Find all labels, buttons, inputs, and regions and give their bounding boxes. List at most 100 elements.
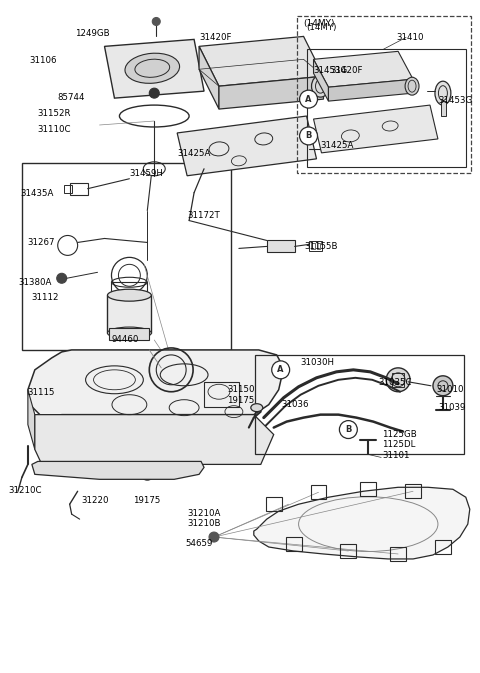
Text: 31112: 31112 xyxy=(32,293,60,302)
Ellipse shape xyxy=(125,53,180,83)
Text: (14MY): (14MY) xyxy=(303,20,335,28)
Text: 31435A: 31435A xyxy=(20,188,53,198)
Bar xyxy=(266,497,282,511)
Polygon shape xyxy=(313,51,413,87)
Polygon shape xyxy=(313,105,438,153)
Text: 31110C: 31110C xyxy=(38,125,72,134)
Bar xyxy=(390,547,406,561)
Text: 85744: 85744 xyxy=(58,93,85,102)
Text: 31425A: 31425A xyxy=(177,149,211,158)
Text: 31267: 31267 xyxy=(28,238,55,248)
Polygon shape xyxy=(28,390,35,450)
Bar xyxy=(435,540,451,554)
Bar xyxy=(286,537,301,551)
Text: 31115: 31115 xyxy=(28,388,55,397)
Bar xyxy=(311,244,314,250)
Ellipse shape xyxy=(312,75,329,97)
Text: 31210C: 31210C xyxy=(8,487,41,495)
Circle shape xyxy=(209,532,219,542)
Circle shape xyxy=(300,127,317,145)
Text: 31152R: 31152R xyxy=(38,109,72,118)
Text: 1125DL: 1125DL xyxy=(382,439,416,448)
Bar xyxy=(109,328,149,340)
Circle shape xyxy=(433,376,453,396)
Bar xyxy=(255,355,464,454)
Text: 31420F: 31420F xyxy=(199,34,231,42)
Text: 31380A: 31380A xyxy=(18,278,51,287)
Ellipse shape xyxy=(405,77,419,95)
Text: 31150: 31150 xyxy=(227,385,254,394)
Text: 31155B: 31155B xyxy=(305,242,338,252)
Ellipse shape xyxy=(435,81,451,105)
Text: 31030H: 31030H xyxy=(300,358,335,367)
Text: B: B xyxy=(305,131,312,141)
Ellipse shape xyxy=(251,404,263,412)
Bar xyxy=(340,544,356,558)
Text: A: A xyxy=(305,95,312,104)
Bar xyxy=(405,485,421,498)
Circle shape xyxy=(141,468,153,481)
Bar xyxy=(108,295,151,333)
Text: 19175: 19175 xyxy=(133,496,161,505)
Circle shape xyxy=(300,90,317,108)
Text: 31210B: 31210B xyxy=(187,519,221,528)
Text: 31106: 31106 xyxy=(30,57,57,65)
Text: 94460: 94460 xyxy=(111,335,139,344)
Text: (14MY): (14MY) xyxy=(307,24,337,32)
Circle shape xyxy=(149,88,159,98)
Bar xyxy=(22,163,231,350)
Text: 31101: 31101 xyxy=(382,452,410,460)
Text: 31039: 31039 xyxy=(438,402,465,412)
Text: 31172T: 31172T xyxy=(187,211,220,219)
Text: 31410: 31410 xyxy=(396,34,424,42)
Polygon shape xyxy=(199,46,219,109)
Bar xyxy=(316,244,321,250)
Polygon shape xyxy=(105,40,204,98)
Ellipse shape xyxy=(108,289,151,301)
Text: 31459H: 31459H xyxy=(130,169,163,178)
Ellipse shape xyxy=(108,327,151,339)
Text: 31036: 31036 xyxy=(282,400,309,409)
Text: 54659: 54659 xyxy=(185,539,213,548)
Text: 31035C: 31035C xyxy=(378,378,412,387)
Text: 31210A: 31210A xyxy=(187,509,220,518)
Text: 31220: 31220 xyxy=(82,496,109,505)
Bar xyxy=(307,49,466,167)
Bar xyxy=(70,183,87,194)
Text: 1125GB: 1125GB xyxy=(382,429,417,439)
Bar xyxy=(111,282,147,302)
Circle shape xyxy=(57,273,67,283)
Text: 31420F: 31420F xyxy=(330,66,363,75)
Polygon shape xyxy=(35,415,274,464)
Text: 31453G: 31453G xyxy=(438,96,472,105)
Bar xyxy=(204,382,239,406)
Bar xyxy=(441,101,446,116)
Polygon shape xyxy=(219,76,324,109)
Ellipse shape xyxy=(335,57,352,85)
Text: 19175: 19175 xyxy=(227,396,254,404)
Bar xyxy=(267,240,295,252)
Text: 31453G: 31453G xyxy=(313,66,348,75)
Polygon shape xyxy=(177,116,316,176)
Circle shape xyxy=(386,368,410,392)
Polygon shape xyxy=(199,36,324,86)
Circle shape xyxy=(152,17,160,26)
Polygon shape xyxy=(32,462,204,479)
Text: A: A xyxy=(277,365,284,374)
Text: 31425A: 31425A xyxy=(321,141,354,150)
Polygon shape xyxy=(28,350,284,419)
Circle shape xyxy=(339,421,357,439)
Polygon shape xyxy=(254,487,470,559)
Text: B: B xyxy=(345,425,351,434)
Bar xyxy=(360,483,376,496)
Bar xyxy=(392,373,404,387)
Circle shape xyxy=(272,361,289,379)
Bar xyxy=(297,15,471,173)
Bar xyxy=(311,485,326,499)
Polygon shape xyxy=(328,79,413,101)
Bar xyxy=(64,184,72,192)
Bar xyxy=(309,242,323,252)
Text: 31010: 31010 xyxy=(436,385,464,394)
Text: 1249GB: 1249GB xyxy=(75,30,109,38)
Polygon shape xyxy=(313,59,328,101)
